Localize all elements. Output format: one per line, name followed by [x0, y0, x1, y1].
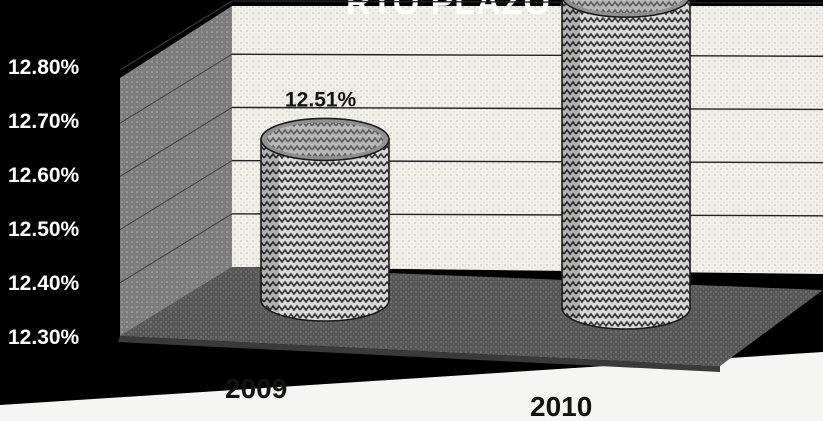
page-background — [0, 352, 823, 421]
gridline-side — [119, 213, 233, 284]
data-labels: 12.51%12.78% — [285, 88, 357, 111]
gridline-side — [119, 107, 233, 177]
chart-title: RTO PLAZO — [346, 0, 551, 22]
y-tick-label: 12.80% — [8, 56, 80, 79]
bar-top-texture — [267, 122, 383, 157]
bar-body — [561, 0, 691, 330]
y-tick-label: 12.30% — [8, 326, 80, 349]
gridline-side — [119, 0, 233, 71]
bar-shade — [562, 0, 580, 321]
bar-series — [260, 0, 691, 330]
bar-shade — [261, 139, 279, 313]
gridline-side — [119, 160, 233, 231]
y-axis: 12.80% 12.70% 12.60% 12.50% 12.40% 12.30% — [8, 56, 80, 349]
y-tick-label: 12.60% — [8, 164, 80, 187]
x-tick-label: 2009 — [225, 373, 287, 404]
chart-floor — [120, 267, 823, 366]
bar-2010 — [561, 0, 691, 330]
gridline — [231, 0, 823, 4]
gridline — [231, 106, 823, 111]
x-tick-label: 2010 — [530, 391, 592, 421]
y-tick-label: 12.70% — [8, 110, 80, 133]
y-tick-label: 12.40% — [8, 272, 80, 295]
y-tick-label: 12.50% — [8, 218, 80, 241]
bar-body — [260, 138, 390, 322]
bar-top-texture — [569, 0, 683, 14]
gridline — [231, 53, 823, 57]
chart-floor-edge — [118, 336, 720, 372]
data-label: 12.51% — [285, 88, 357, 111]
x-axis: 2009 2010 — [225, 373, 592, 421]
gridline-side — [119, 53, 233, 124]
chart-side-wall — [120, 6, 232, 336]
bar-2009 — [260, 117, 390, 322]
